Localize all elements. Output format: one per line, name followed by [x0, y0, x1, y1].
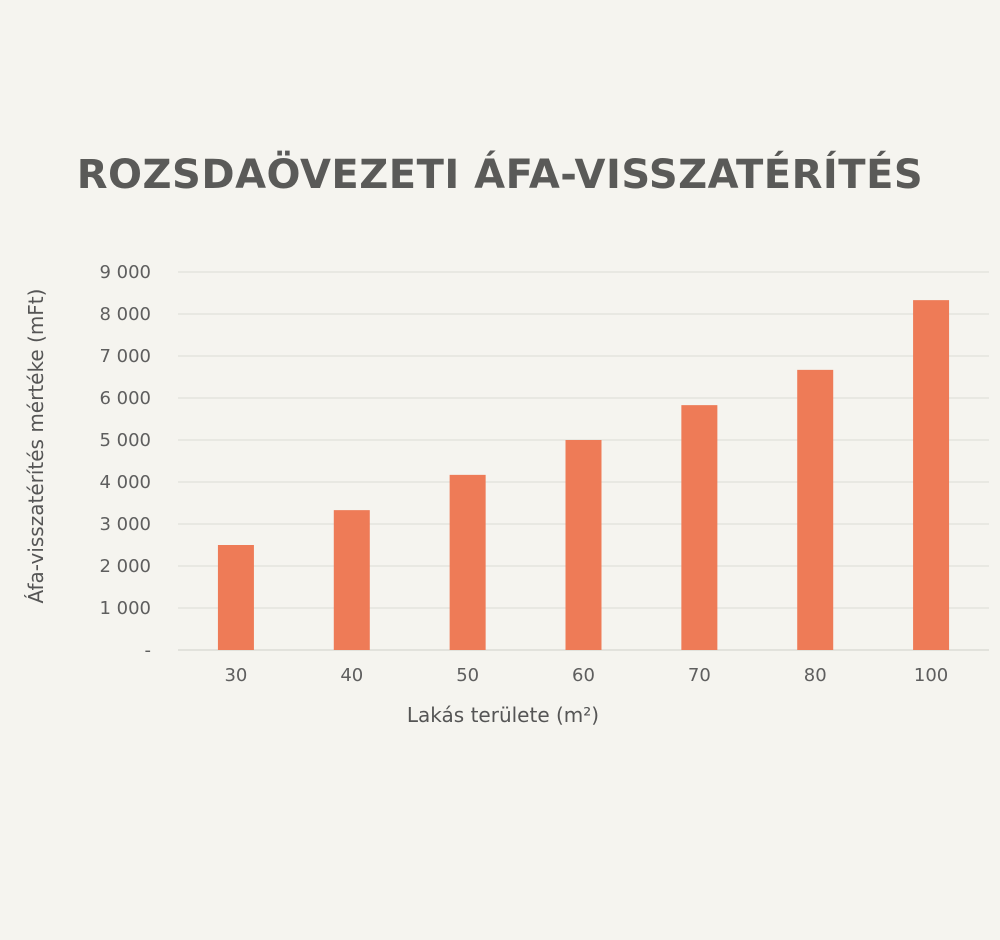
x-axis-ticks: 30 40 50 60 70 80 100 [224, 665, 948, 686]
bar-80 [797, 369, 834, 650]
y-tick-label: 3 000 [99, 514, 151, 535]
bar-30 [217, 545, 254, 650]
bar-70 [681, 405, 718, 650]
x-tick-label: 50 [456, 665, 479, 686]
bars [217, 300, 950, 650]
y-tick-label: 6 000 [99, 388, 151, 409]
y-tick-label: 4 000 [99, 472, 151, 493]
x-axis-label: Lakás területe (m²) [407, 703, 599, 727]
y-tick-label: 5 000 [99, 430, 151, 451]
x-tick-label: 80 [804, 665, 827, 686]
y-tick-label: 1 000 [99, 598, 151, 619]
bar-100 [913, 300, 950, 650]
x-tick-label: 60 [572, 665, 595, 686]
x-tick-label: 100 [914, 665, 948, 686]
y-tick-label: 7 000 [99, 346, 151, 367]
bar-60 [565, 440, 602, 650]
x-tick-label: 30 [224, 665, 247, 686]
bar-40 [333, 510, 370, 650]
chart-title: ROZSDAÖVEZETI ÁFA-VISSZATÉRÍTÉS [76, 152, 924, 198]
y-axis-ticks: - 1 000 2 000 3 000 4 000 5 000 6 000 7 000 8 00… [99, 262, 151, 661]
y-axis-label: Áfa-visszatérítés mértéke (mFt) [24, 289, 48, 604]
y-tick-label: 9 000 [99, 262, 151, 283]
y-tick-label: - [145, 640, 152, 661]
bar-50 [449, 474, 486, 650]
y-tick-label: 8 000 [99, 304, 151, 325]
x-tick-label: 40 [340, 665, 363, 686]
x-tick-label: 70 [688, 665, 711, 686]
y-tick-label: 2 000 [99, 556, 151, 577]
